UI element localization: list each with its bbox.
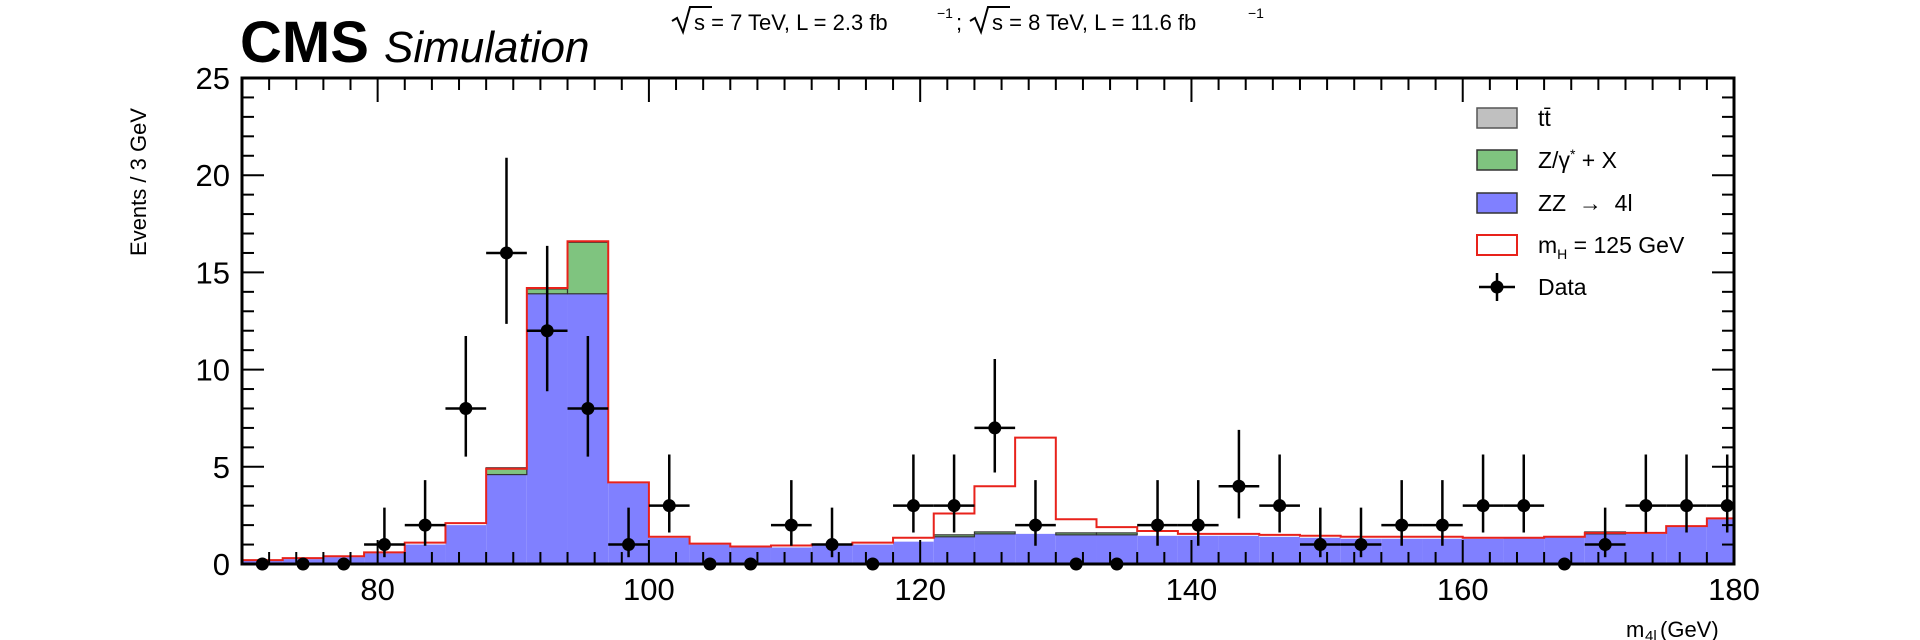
legend-label-zx-main: Z/γ [1538,147,1570,173]
hist-bar-zz [689,544,731,564]
legend-label-zz: ZZ → 4l [1538,190,1633,216]
x-tick-label: 160 [1437,572,1489,607]
hist-bar-zx [1055,532,1098,536]
data-point [418,518,432,532]
legend-label-data: Data [1538,274,1587,300]
data-point [377,538,391,552]
data-point [1435,518,1449,532]
data-point [1517,499,1531,513]
data-point [662,499,676,513]
x-axis-title: m 4l (GeV) [1626,617,1719,640]
data-point [1151,518,1165,532]
hist-bar-zz [1462,538,1504,564]
x-axis-title-sub: 4l [1645,628,1657,640]
x-tick-label: 180 [1708,572,1760,607]
hist-bar-zz [1259,536,1300,564]
y-axis-title: Events / 3 GeV [126,108,151,256]
axes: 80 100 120 140 160 180 0 5 10 15 20 25 [196,61,1760,607]
x-tick-label: 80 [360,572,394,607]
data-point [1395,518,1409,532]
hist-bar-zz [974,533,1016,564]
legend-swatch-tt [1476,107,1518,129]
legend: tt̄ Z/γ* + X ZZ → 4l mH = 125 GeV Data [1476,105,1685,301]
legend-label-tt: tt̄ [1538,105,1551,131]
data-point [988,421,1002,435]
hist-bar-zz [933,536,975,564]
hist-bar-zz [445,525,487,564]
hist-bar-zx [1095,532,1138,536]
legend-label-zx-tail: + X [1575,147,1617,173]
hist-bar-zz [893,541,934,564]
data-point [825,538,839,552]
legend-swatch-higgs [1476,234,1518,256]
y-tick-label: 20 [196,158,230,193]
legend-swatch-zx [1476,149,1518,171]
hist-bar-zz [364,553,405,564]
x-axis-title-unit: (GeV) [1660,617,1719,640]
energy-label-b: s = 8 TeV, L = 11.6 fb [992,10,1196,35]
x-tick-label: 120 [894,572,946,607]
hist-bar-zx [933,534,976,538]
data-point [581,401,595,415]
hist-bar-zz [770,547,812,564]
y-tick-label: 0 [213,547,230,582]
data-point [1598,538,1612,552]
legend-label-zx-sup: * [1570,146,1576,162]
data-point [1354,538,1368,552]
y-tick-label: 15 [196,255,230,290]
legend-label-higgs: mH = 125 GeV [1538,232,1685,262]
x-tick-label: 140 [1166,572,1218,607]
data-point [947,499,961,513]
data-point [1028,518,1042,532]
energy-label-a-exponent: −1 [937,5,953,21]
energy-lumi-label: s = 7 TeV, L = 2.3 fb −1 ; s = 8 TeV, L … [671,5,1264,36]
hist-bar-zz [1706,519,1734,564]
energy-label-a: s = 7 TeV, L = 2.3 fb [694,10,888,35]
data-point [1191,518,1205,532]
sqrt-symbol-a [671,6,712,36]
data-point [499,246,513,260]
data-point [1232,479,1246,493]
hist-bar-zz [1503,537,1545,564]
energy-label-b-exponent: −1 [1248,5,1264,21]
legend-swatch-zz [1476,192,1518,214]
hist-bar-zx [973,531,1016,535]
legend-label-higgs-main: m [1538,232,1557,258]
legend-label-higgs-sub: H [1557,246,1567,262]
legend-marker-data [1490,280,1504,294]
data-point [540,324,554,338]
legend-label-zx: Z/γ* + X [1538,146,1617,173]
data-point [622,538,636,552]
data-point [459,401,473,415]
x-axis-title-main: m [1626,617,1644,640]
data-point [1313,538,1327,552]
data-point [1476,499,1490,513]
hist-bar-zx [566,241,609,295]
data-point [1273,499,1287,513]
hist-bar-zz [648,537,690,564]
energy-separator: ; [956,10,962,35]
y-tick-label: 10 [196,353,230,388]
hist-bar-zz [730,547,771,564]
hist-bar-zz [852,544,894,564]
hist-bar-zz [486,474,527,564]
hist-bar-zz [1666,527,1707,564]
experiment-label: CMS [240,10,369,75]
data-point [906,499,920,513]
simulation-label: Simulation [384,23,589,72]
plot-frame [240,76,1736,566]
y-tick-label: 5 [213,450,230,485]
hist-bar-zz [404,544,446,564]
hist-bar-zz [1218,535,1260,564]
data-point [1639,499,1653,513]
hist-bar-zz [1625,533,1667,564]
legend-label-higgs-tail: = 125 GeV [1567,232,1685,258]
data-points [255,157,1734,571]
y-tick-label: 25 [196,61,230,96]
data-point [1680,499,1694,513]
sqrt-symbol-b [969,6,1010,36]
data-point [784,518,798,532]
x-tick-label: 100 [623,572,675,607]
